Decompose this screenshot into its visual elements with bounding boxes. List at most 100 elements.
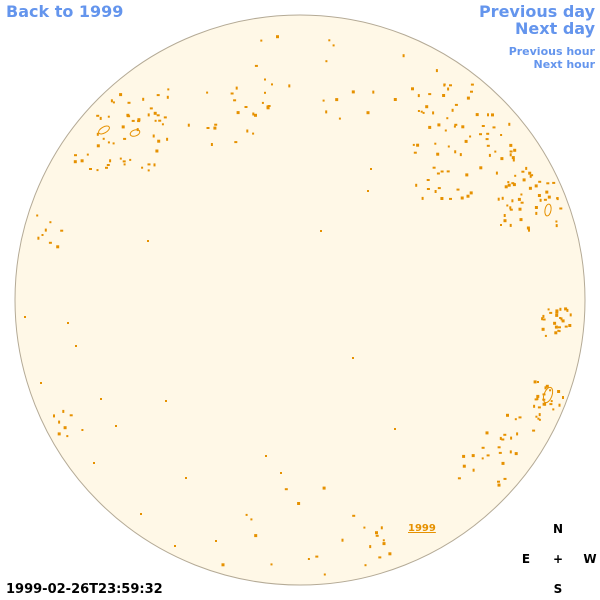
star-mark: [547, 308, 550, 311]
star-mark: [428, 125, 432, 129]
star-mark: [106, 164, 110, 166]
star-mark: [481, 457, 484, 460]
star-mark: [512, 158, 515, 162]
star-marks: [24, 35, 572, 576]
star-mark: [462, 464, 466, 468]
star-mark: [147, 240, 149, 242]
star-mark: [129, 158, 132, 161]
star-mark: [537, 194, 541, 197]
star-mark: [412, 143, 415, 146]
star-mark: [533, 380, 537, 384]
star-mark: [413, 151, 417, 154]
star-mark: [206, 91, 209, 94]
star-mark: [555, 313, 559, 317]
star-mark: [509, 153, 512, 157]
star-mark: [67, 322, 69, 324]
star-mark: [521, 170, 525, 173]
star-mark: [142, 97, 145, 101]
star-mark: [167, 88, 170, 91]
star-mark: [214, 123, 218, 126]
star-mark: [554, 331, 558, 335]
star-mark: [382, 542, 386, 546]
star-mark: [534, 398, 538, 401]
star-mark: [375, 531, 378, 535]
star-mark: [501, 196, 504, 200]
star-mark: [555, 311, 559, 314]
star-mark: [501, 438, 505, 441]
star-mark: [542, 402, 546, 406]
star-mark: [245, 513, 248, 516]
star-mark: [491, 113, 494, 117]
star-mark: [112, 101, 115, 104]
star-mark: [187, 123, 190, 127]
star-mark: [497, 483, 501, 487]
previous-day-link[interactable]: Previous day: [478, 2, 595, 21]
star-mark: [49, 221, 52, 224]
compass-south: S: [553, 582, 563, 596]
star-mark: [121, 125, 125, 129]
star-mark: [518, 416, 522, 419]
star-mark: [434, 190, 437, 193]
star-mark: [494, 150, 497, 153]
star-mark: [74, 154, 77, 157]
star-mark: [509, 143, 513, 147]
year-label-link[interactable]: 1999: [408, 523, 436, 534]
star-mark: [206, 127, 210, 129]
star-mark: [119, 157, 122, 160]
star-mark: [558, 330, 561, 333]
star-mark: [447, 87, 450, 91]
star-ring: [98, 125, 110, 135]
star-mark: [425, 105, 429, 109]
star-mark: [165, 400, 167, 402]
star-mark: [382, 539, 385, 542]
star-mark: [544, 334, 547, 337]
star-mark: [267, 105, 271, 107]
star-mark: [454, 150, 457, 154]
star-mark: [566, 308, 569, 312]
star-mark: [462, 454, 466, 458]
star-mark: [417, 94, 420, 98]
star-mark: [544, 386, 547, 390]
star-mark: [166, 95, 169, 99]
previous-hour-link[interactable]: Previous hour: [508, 45, 595, 58]
star-mark: [554, 325, 558, 329]
star-mark: [437, 123, 441, 127]
star-mark: [254, 113, 257, 117]
star-mark: [510, 436, 513, 440]
star-mark: [451, 108, 454, 112]
star-mark: [440, 170, 444, 173]
star-mark: [436, 172, 440, 175]
star-mark: [442, 94, 446, 97]
star-mark: [415, 183, 418, 187]
star-mark: [549, 389, 552, 392]
star-mark: [147, 163, 151, 166]
star-mark: [393, 98, 397, 101]
star-mark: [230, 92, 234, 95]
star-mark: [561, 319, 565, 323]
next-day-link[interactable]: Next day: [515, 19, 595, 38]
star-mark: [495, 171, 498, 175]
star-mark: [486, 144, 490, 147]
star-mark: [472, 468, 475, 472]
star-mark: [352, 514, 356, 517]
star-mark: [535, 211, 538, 215]
star-mark: [266, 107, 270, 110]
star-mark: [107, 115, 110, 118]
star-mark: [335, 98, 339, 102]
star-mark: [394, 428, 396, 430]
star-mark: [497, 480, 500, 483]
star-mark: [109, 159, 112, 163]
back-to-year-link[interactable]: Back to 1999: [6, 2, 124, 21]
star-mark: [149, 107, 153, 110]
star-mark: [325, 110, 328, 114]
star-mark: [443, 83, 446, 86]
star-mark: [254, 64, 258, 67]
star-mark: [492, 126, 496, 129]
star-mark: [470, 90, 473, 93]
star-mark: [100, 398, 102, 400]
next-hour-link[interactable]: Next hour: [533, 58, 596, 71]
star-mark: [369, 545, 372, 549]
compass-east: E: [521, 552, 531, 566]
